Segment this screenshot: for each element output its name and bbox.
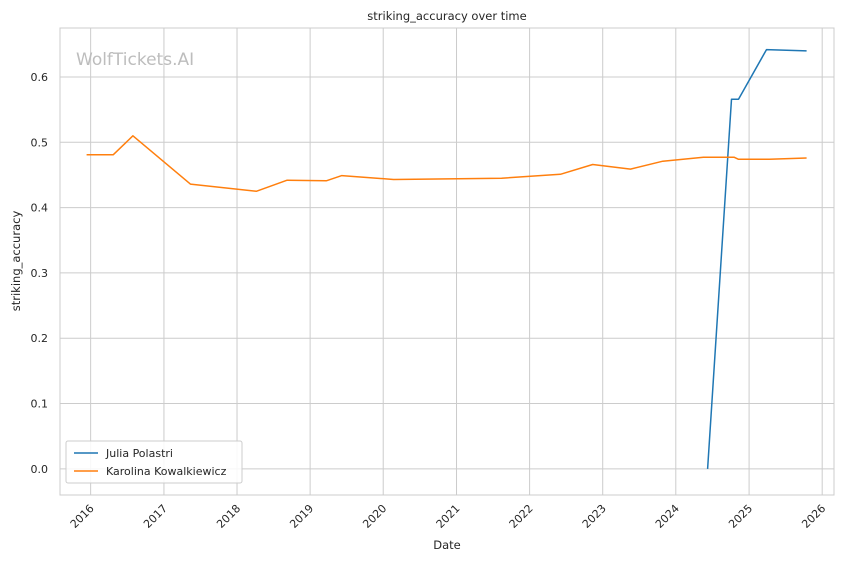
y-tick-label-0.0: 0.0	[31, 463, 49, 476]
legend-label-karolina-kowalkiewicz: Karolina Kowalkiewicz	[106, 465, 227, 478]
y-tick-label-0.3: 0.3	[31, 267, 49, 280]
legend-label-julia-polastri: Julia Polastri	[105, 447, 173, 460]
plot-frame	[59, 27, 835, 496]
y-tick-label-0.6: 0.6	[31, 71, 49, 84]
y-tick-label-0.4: 0.4	[31, 202, 49, 215]
grid	[60, 28, 834, 495]
y-axis-label: striking_accuracy	[9, 211, 23, 312]
y-tick-label-0.1: 0.1	[31, 398, 49, 411]
legend-box	[65, 440, 243, 484]
series-layer	[86, 48, 807, 469]
watermark: WolfTickets.AI	[76, 50, 194, 70]
x-axis-label: Date	[433, 538, 461, 552]
chart-title: striking_accuracy over time	[367, 9, 526, 23]
series-line-karolina-kowalkiewicz	[86, 135, 807, 193]
y-tick-label-0.5: 0.5	[31, 136, 49, 149]
y-tick-label-0.2: 0.2	[31, 332, 49, 345]
legend: Julia Polastri Karolina Kowalkiewicz	[65, 440, 243, 484]
y-axis-ticks: 0.0 0.1 0.2 0.3 0.4 0.5 0.6	[31, 71, 49, 476]
series-line-julia-polastri	[706, 48, 807, 469]
